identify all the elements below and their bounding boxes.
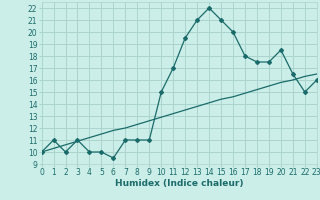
X-axis label: Humidex (Indice chaleur): Humidex (Indice chaleur) <box>115 179 244 188</box>
